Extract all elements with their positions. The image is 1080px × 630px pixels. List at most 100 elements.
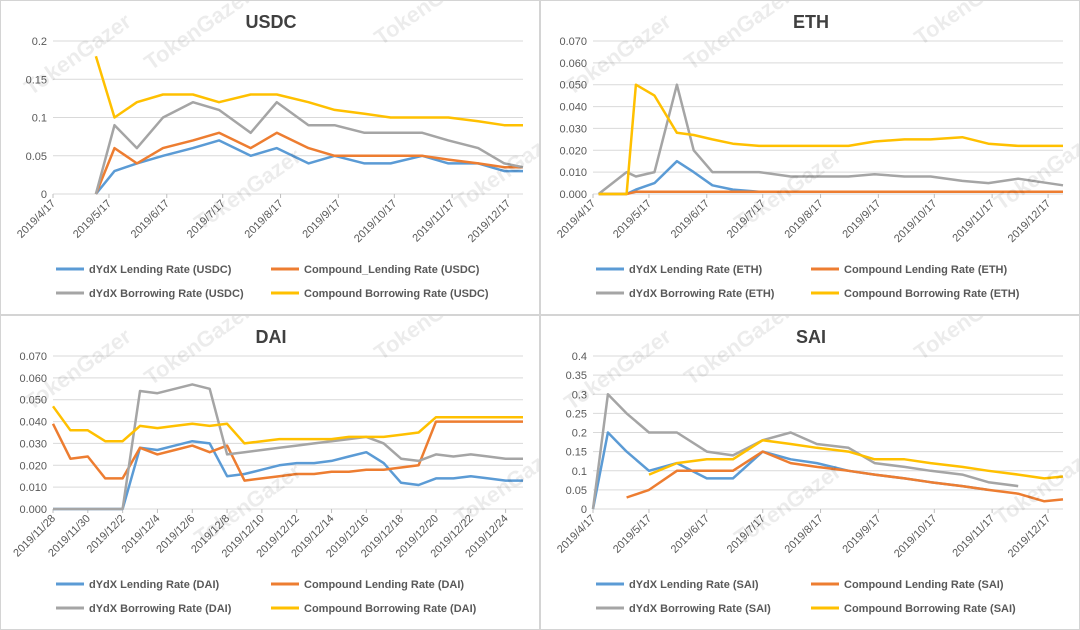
watermark: TokenGazer — [910, 1, 1027, 50]
y-tick-label: 0.35 — [566, 370, 587, 382]
x-tick-label: 2019/5/17 — [611, 513, 654, 556]
legend-label: dYdX Lending Rate (USDC) — [89, 264, 232, 276]
chart-title: ETH — [793, 12, 829, 32]
series-line-dydx-borrowing — [597, 83, 1064, 195]
x-tick-label: 2019/9/17 — [300, 198, 343, 241]
chart-title: USDC — [245, 12, 296, 32]
y-tick-label: 0.4 — [572, 351, 587, 363]
x-tick-label: 2019/5/17 — [611, 198, 654, 241]
y-tick-label: 0.030 — [19, 438, 47, 450]
watermark: TokenGazer — [20, 8, 137, 100]
legend-label: Compound_Lending Rate (USDC) — [304, 264, 480, 276]
y-tick-label: 0.25 — [566, 408, 587, 420]
y-tick-label: 0.2 — [32, 36, 47, 48]
x-tick-label: 2019/6/17 — [129, 198, 172, 241]
watermark: TokenGazer — [680, 1, 797, 75]
y-tick-label: 0.070 — [19, 351, 47, 363]
watermark: TokenGazer — [190, 143, 307, 235]
x-tick-label: 2019/6/17 — [669, 513, 712, 556]
x-tick-label: 2019/5/17 — [71, 198, 114, 241]
watermark: TokenGazer — [370, 316, 487, 365]
x-tick-label: 2019/10/17 — [892, 513, 939, 560]
dai-chart-panel: DAI 0.000 0.010 0.020 0.030 0.040 0.050 0.060 0.… — [0, 315, 540, 630]
y-tick-label: 0.05 — [26, 151, 47, 163]
legend-label: Compound Borrowing Rate (USDC) — [304, 288, 489, 300]
chart-title: SAI — [796, 327, 826, 347]
watermark: TokenGazer — [450, 123, 540, 215]
legend-label: dYdX Borrowing Rate (USDC) — [89, 288, 244, 300]
y-tick-label: 0.020 — [559, 145, 587, 157]
y-tick-label: 0.000 — [559, 189, 587, 201]
x-tick-label: 2019/8/17 — [243, 198, 286, 241]
series-line-dydx-lending — [94, 139, 523, 195]
eth-chart-svg: ETH 0.000 0.010 0.020 0.030 0.040 0.050 0.060 0.… — [555, 1, 1080, 300]
x-tick-label: 2019/10/17 — [352, 198, 399, 245]
watermark: TokenGazer — [990, 123, 1080, 215]
y-tick-label: 0.020 — [19, 460, 47, 472]
watermark: TokenGazer — [140, 316, 257, 390]
y-tick-label: 0.010 — [559, 167, 587, 179]
legend-label: dYdX Lending Rate (DAI) — [89, 579, 220, 591]
eth-chart-panel: ETH 0.000 0.010 0.020 0.030 0.040 0.050 0.060 0.… — [540, 0, 1080, 315]
legend-label: Compound Lending Rate (SAI) — [844, 579, 1004, 591]
watermark: TokenGazer — [730, 143, 847, 235]
y-tick-label: 0.040 — [559, 102, 587, 114]
watermark: TokenGazer — [730, 458, 847, 550]
y-tick-label: 0.000 — [19, 504, 47, 516]
y-tick-label: 0 — [581, 504, 587, 516]
series-line-dydx-borrowing — [591, 393, 1019, 510]
series-line-compound-borrowing — [648, 438, 1064, 480]
series-line-dydx-lending — [53, 439, 523, 511]
legend-label: dYdX Borrowing Rate (SAI) — [629, 603, 771, 615]
watermark: TokenGazer — [20, 323, 137, 415]
watermark: TokenGazer — [560, 323, 677, 415]
dai-chart-svg: DAI 0.000 0.010 0.020 0.030 0.040 0.050 0.060 0.… — [11, 316, 540, 615]
legend-label: Compound Borrowing Rate (ETH) — [844, 288, 1020, 300]
y-tick-label: 0.050 — [559, 80, 587, 92]
legend-label: dYdX Lending Rate (SAI) — [629, 579, 759, 591]
series-line-compound-lending — [598, 190, 1063, 196]
legend-label: dYdX Lending Rate (ETH) — [629, 264, 763, 276]
x-tick-label: 2019/8/17 — [783, 198, 826, 241]
chart-title: DAI — [256, 327, 287, 347]
y-tick-label: 0.05 — [566, 485, 587, 497]
legend-label: dYdX Borrowing Rate (DAI) — [89, 603, 232, 615]
x-tick-label: 2019/4/17 — [555, 513, 598, 556]
y-tick-label: 0 — [41, 189, 47, 201]
x-tick-label: 2019/9/17 — [840, 513, 883, 556]
y-tick-label: 0.050 — [19, 395, 47, 407]
series-line-dydx-borrowing — [53, 383, 523, 511]
watermark: TokenGazer — [140, 1, 257, 75]
x-tick-label: 2019/11/17 — [950, 198, 997, 245]
x-tick-label: 2019/4/17 — [15, 198, 58, 241]
y-tick-label: 0.060 — [559, 58, 587, 70]
legend-label: Compound Borrowing Rate (SAI) — [844, 603, 1016, 615]
y-tick-label: 0.15 — [26, 74, 47, 86]
legend-label: Compound Borrowing Rate (DAI) — [304, 603, 477, 615]
legend-label: Compound Lending Rate (DAI) — [304, 579, 464, 591]
y-tick-label: 0.060 — [19, 373, 47, 385]
watermark: TokenGazer — [450, 438, 540, 530]
sai-chart-panel: SAI 0 0.05 0.1 0.15 0.2 0.25 0.3 0.35 0.4 2019/4/1… — [540, 315, 1080, 630]
y-tick-label: 0.15 — [566, 447, 587, 459]
x-tick-label: 2019/10/17 — [892, 198, 939, 245]
y-tick-label: 0.030 — [559, 123, 587, 135]
y-tick-label: 0.070 — [559, 36, 587, 48]
y-tick-label: 0.010 — [19, 482, 47, 494]
series-line-compound-lending — [51, 420, 523, 482]
usdc-chart-svg: USDC 0 0.05 0.1 0.15 0.2 2019/4/17 2019/5/17 201… — [15, 1, 540, 300]
x-tick-label: 2019/6/17 — [669, 198, 712, 241]
series-line-compound-borrowing — [598, 83, 1063, 196]
x-tick-label: 2019/9/17 — [840, 198, 883, 241]
x-tick-label: 2019/11/17 — [950, 513, 997, 560]
y-tick-label: 0.1 — [572, 466, 587, 478]
series-line-compound-lending — [94, 131, 523, 195]
y-tick-label: 0.1 — [32, 113, 47, 125]
watermark: TokenGazer — [910, 316, 1027, 365]
y-tick-label: 0.3 — [572, 389, 587, 401]
usdc-chart-panel: USDC 0 0.05 0.1 0.15 0.2 2019/4/17 2019/5/17 201… — [0, 0, 540, 315]
x-tick-label: 2019/11/17 — [410, 198, 457, 245]
watermark: TokenGazer — [560, 8, 677, 100]
series-line-compound-borrowing — [94, 55, 523, 127]
series-line-compound-borrowing — [51, 405, 523, 445]
